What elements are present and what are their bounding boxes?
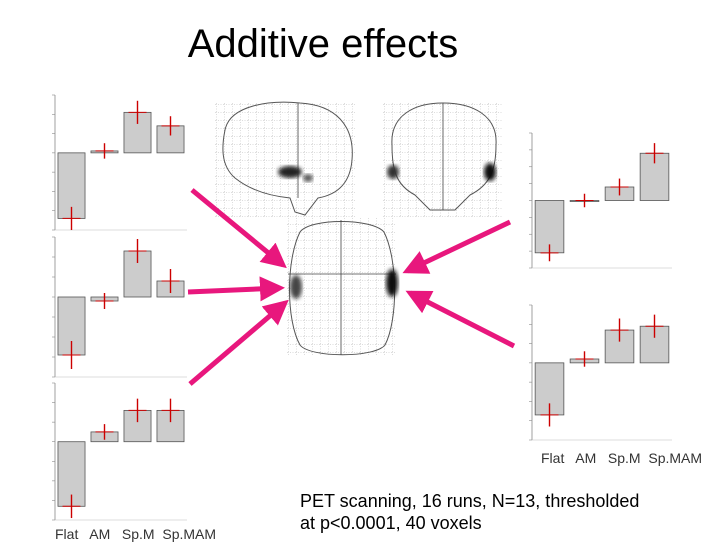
bar-chart-left-top <box>52 94 187 231</box>
bar-chart-panels <box>52 94 672 521</box>
activation-blob <box>484 163 496 181</box>
glass-brain-coronal <box>383 102 503 218</box>
activation-blob <box>290 275 302 299</box>
arrow <box>402 219 512 274</box>
activation-blob <box>278 166 302 178</box>
bar-Sp.M <box>123 111 152 154</box>
glass-brain-transverse <box>286 218 398 356</box>
bar-chart-left-middle <box>52 236 187 378</box>
arrow <box>188 299 289 386</box>
arrow <box>187 276 285 302</box>
arrow <box>190 188 287 269</box>
bar-chart-left-bottom <box>52 382 187 521</box>
glass-brain-sagittal <box>215 101 355 218</box>
caption-line-2: at p<0.0001, 40 voxels <box>300 513 482 533</box>
bar-chart-right-top <box>529 132 672 269</box>
activation-blob <box>386 269 398 297</box>
arrow <box>405 290 516 349</box>
activation-blob <box>303 174 313 182</box>
caption: PET scanning, 16 runs, N=13, thresholded… <box>300 490 710 534</box>
caption-line-1: PET scanning, 16 runs, N=13, thresholded <box>300 491 640 511</box>
activation-blob <box>387 165 399 179</box>
arrows <box>187 188 516 386</box>
slide-title: Additive effects <box>187 22 459 66</box>
bar-category-labels-right: Flat AM Sp.M Sp.MAM <box>541 450 703 466</box>
bar-category-labels-left: Flat AM Sp.M Sp.MAM <box>55 526 217 542</box>
bar-chart-right-bottom <box>529 304 672 441</box>
